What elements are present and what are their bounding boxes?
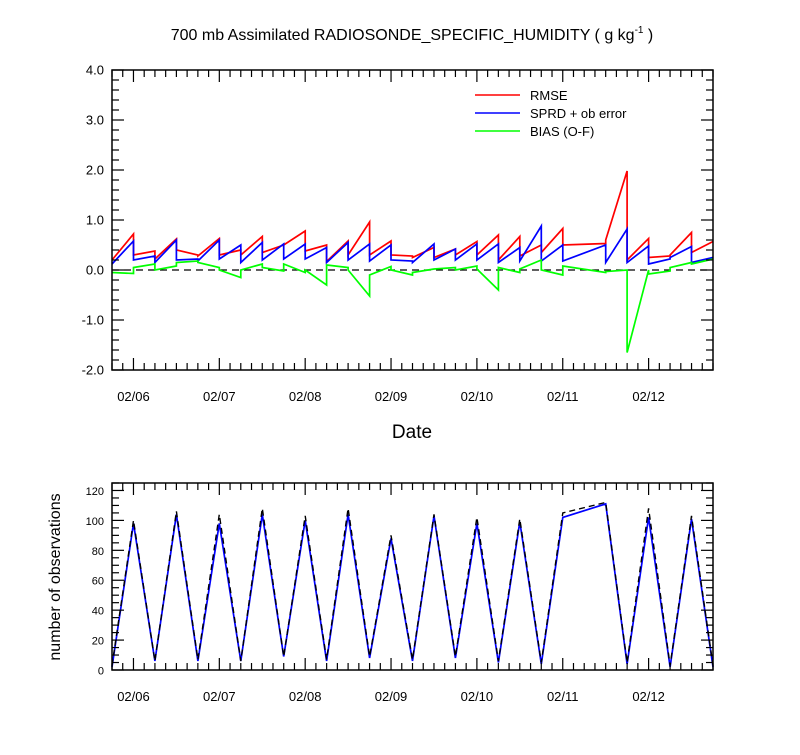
legend-label-rmse: RMSE: [530, 88, 568, 103]
y-tick-label: 60: [92, 576, 104, 588]
y-tick-label: 1.0: [86, 213, 104, 228]
x-tick-label: 02/08: [289, 389, 322, 404]
bottom-y-axis-label: number of observations: [47, 493, 64, 660]
series-line-observations-used: [111, 502, 714, 668]
x-tick-label: 02/10: [461, 389, 494, 404]
legend-label-bias: BIAS (O-F): [530, 124, 594, 139]
x-tick-label: 02/07: [203, 689, 236, 704]
y-tick-label: 20: [92, 636, 104, 648]
bottom-x-tick-labels: 02/06 02/07 02/08 02/09 02/10 02/11 02/12: [117, 689, 665, 704]
legend-label-sprd: SPRD + ob error: [530, 106, 627, 121]
y-tick-label: -2.0: [82, 363, 104, 378]
bottom-y-tick-labels: 0 20 40 60 80 100 120: [86, 486, 104, 678]
y-tick-label: 2.0: [86, 163, 104, 178]
top-ticks-group: [111, 69, 714, 371]
series-line-bias-o-f: [111, 258, 714, 353]
x-axis-label: Date: [392, 422, 432, 443]
top-series-group: [111, 170, 714, 353]
y-tick-label: 4.0: [86, 63, 104, 78]
bottom-series-group: [111, 501, 714, 668]
bottom-ticks-group: [111, 482, 714, 671]
x-tick-label: 02/12: [632, 389, 665, 404]
x-tick-label: 02/11: [547, 389, 579, 404]
x-tick-label: 02/10: [461, 689, 494, 704]
x-tick-label: 02/07: [203, 389, 236, 404]
x-tick-label: 02/09: [375, 389, 408, 404]
series-line-sprd-ob-error: [111, 222, 714, 266]
x-tick-label: 02/09: [375, 689, 408, 704]
y-tick-label: 120: [86, 486, 104, 498]
y-tick-label: 100: [86, 516, 104, 528]
series-line-rmse: [111, 170, 714, 264]
y-tick-label: 40: [92, 606, 104, 618]
y-tick-label: 0.0: [86, 263, 104, 278]
series-line-observations-possible: [111, 501, 714, 666]
x-tick-label: 02/08: [289, 689, 322, 704]
bottom-plot-frame: [111, 482, 714, 671]
x-tick-label: 02/12: [632, 689, 665, 704]
y-tick-label: 3.0: [86, 113, 104, 128]
top-y-tick-labels: -2.0 -1.0 0.0 1.0 2.0 3.0 4.0: [82, 63, 104, 378]
top-x-tick-labels: 02/06 02/07 02/08 02/09 02/10 02/11 02/12: [117, 389, 665, 404]
y-tick-label: 80: [92, 546, 104, 558]
chart-title: 700 mb Assimilated RADIOSONDE_SPECIFIC_H…: [171, 25, 654, 44]
x-tick-label: 02/11: [547, 689, 579, 704]
y-tick-label: 0: [98, 666, 104, 678]
legend: RMSE SPRD + ob error BIAS (O-F): [475, 88, 627, 139]
x-tick-label: 02/06: [117, 689, 150, 704]
x-tick-label: 02/06: [117, 389, 150, 404]
y-tick-label: -1.0: [82, 313, 104, 328]
